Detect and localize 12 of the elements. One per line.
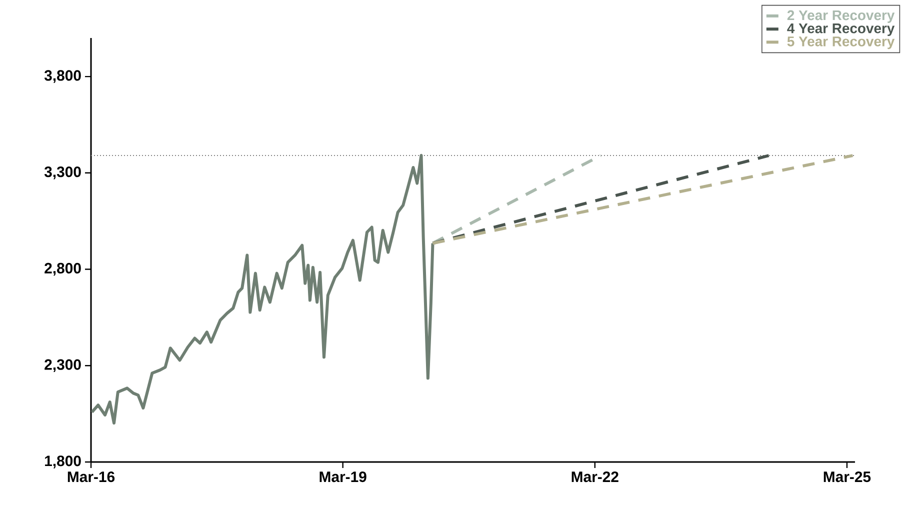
y-tick-label: 2,800 — [44, 262, 81, 276]
y-tick-label: 2,300 — [44, 359, 81, 372]
legend-label: 2 Year Recovery — [787, 10, 895, 23]
legend-label: 4 Year Recovery — [787, 24, 895, 36]
y-tick-label: 3,300 — [44, 166, 81, 180]
x-tick-label: Mar-19 — [320, 472, 366, 482]
y-tick-label: 3,800 — [44, 70, 81, 83]
x-tick-label: Mar-16 — [68, 472, 115, 482]
x-tick-label: Mar-22 — [572, 472, 618, 482]
x-tick-label: Mar-25 — [824, 472, 871, 482]
y-tick-label: 1,800 — [45, 456, 81, 468]
legend-label: 5 Year Recovery — [787, 36, 895, 50]
